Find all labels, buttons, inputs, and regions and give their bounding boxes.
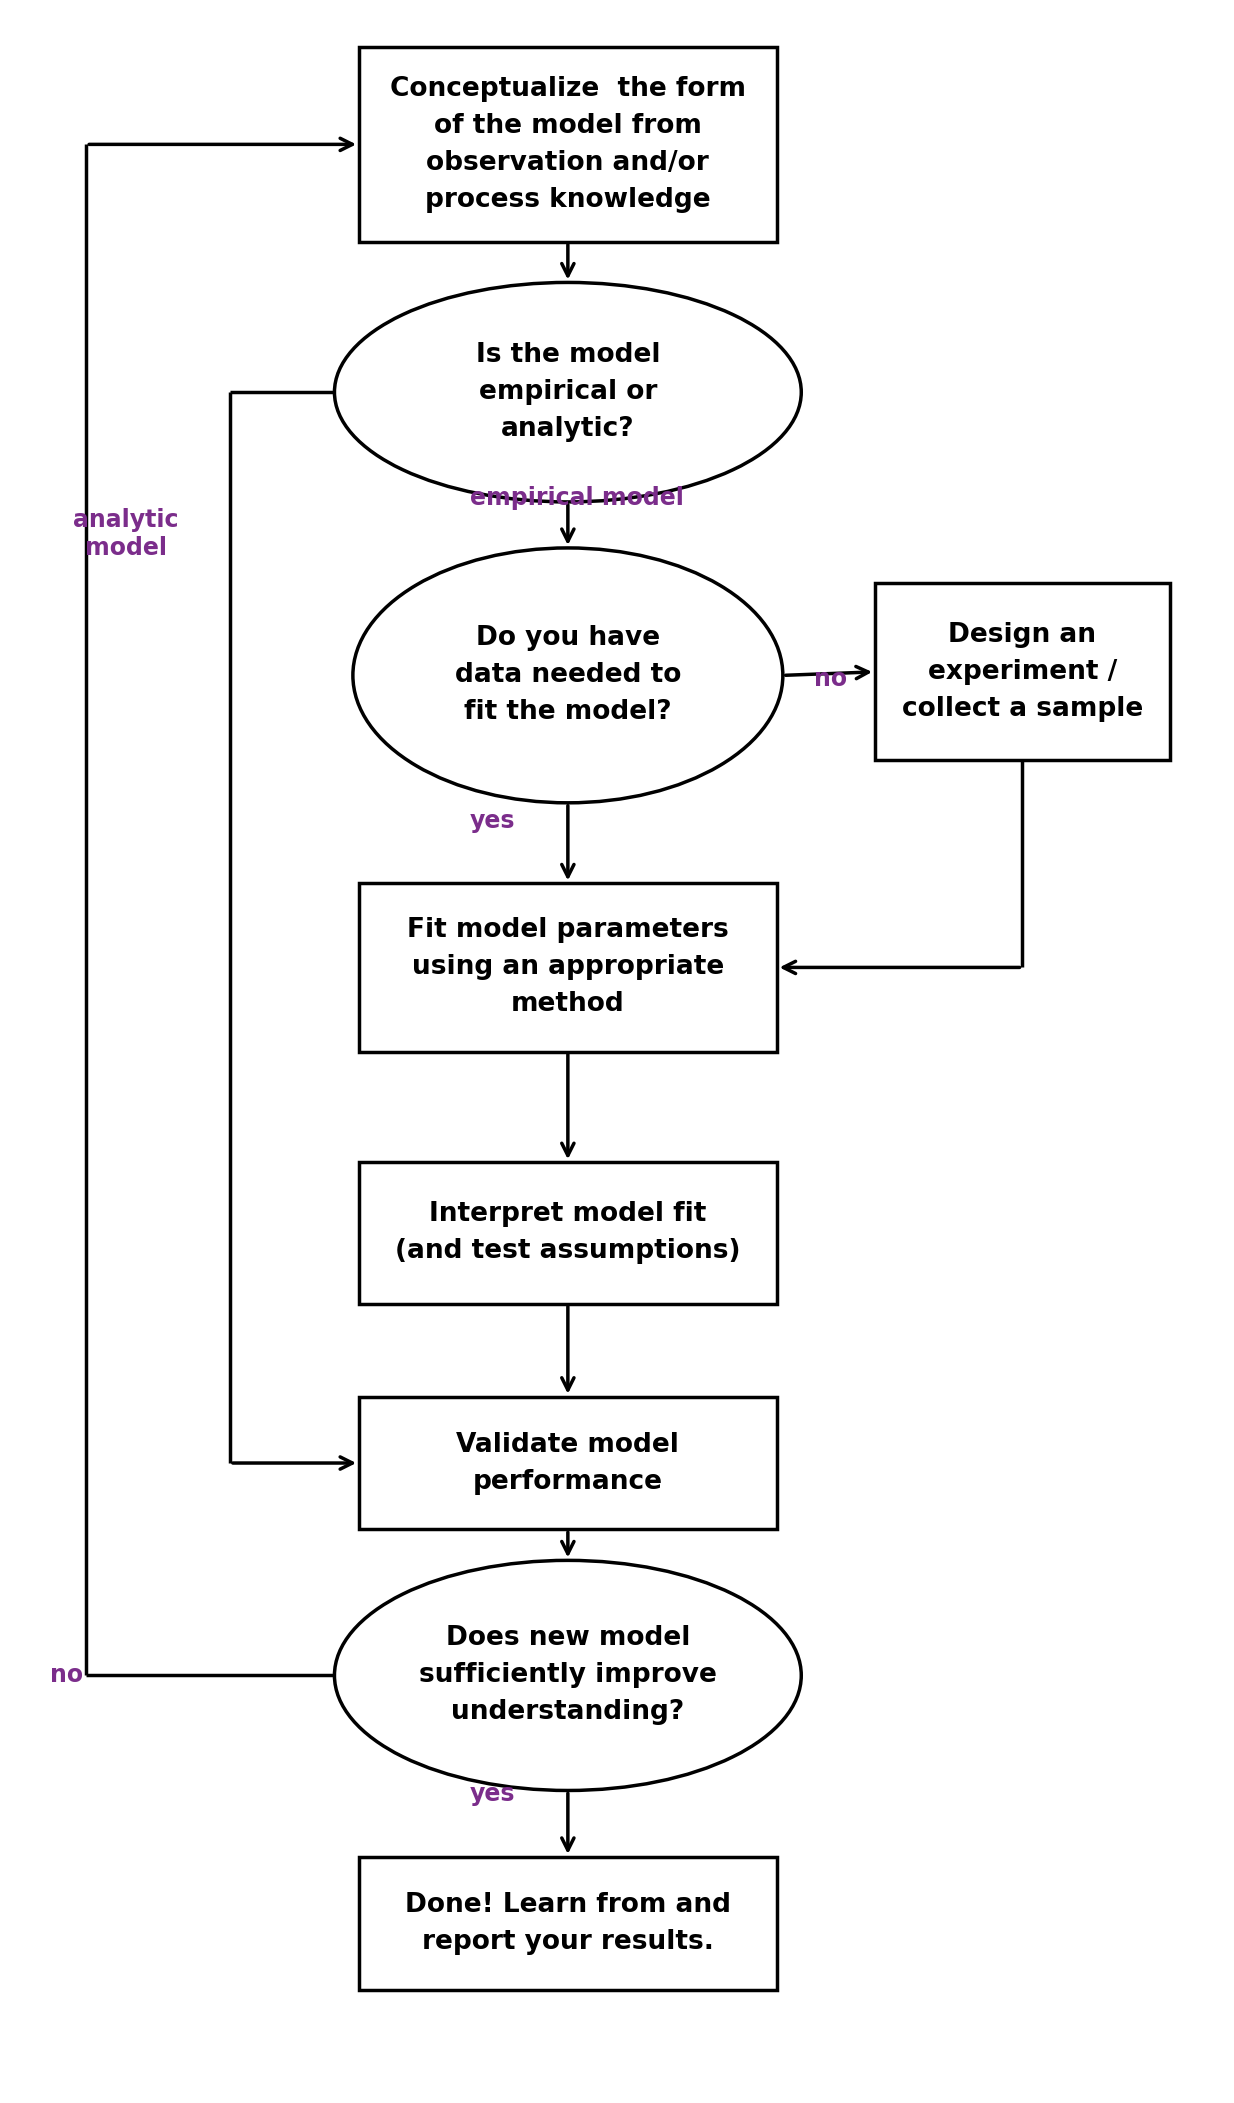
Text: Does new model
sufficiently improve
understanding?: Does new model sufficiently improve unde… (418, 1626, 717, 1724)
Text: Design an
experiment /
collect a sample: Design an experiment / collect a sample (902, 622, 1143, 721)
Text: Fit model parameters
using an appropriate
method: Fit model parameters using an appropriat… (407, 917, 729, 1018)
Text: Done! Learn from and
report your results.: Done! Learn from and report your results… (405, 1893, 731, 1954)
Text: no: no (813, 667, 847, 692)
Text: Do you have
data needed to
fit the model?: Do you have data needed to fit the model… (454, 625, 681, 726)
FancyBboxPatch shape (359, 1163, 776, 1304)
FancyBboxPatch shape (359, 883, 776, 1052)
Text: no: no (51, 1663, 83, 1687)
Ellipse shape (353, 549, 782, 803)
Ellipse shape (334, 1560, 801, 1790)
FancyBboxPatch shape (359, 46, 776, 242)
Text: analytic
model: analytic model (73, 509, 179, 559)
Text: yes: yes (470, 808, 515, 833)
Text: Validate model
performance: Validate model performance (457, 1432, 679, 1495)
FancyBboxPatch shape (359, 1396, 776, 1529)
Text: Conceptualize  the form
of the model from
observation and/or
process knowledge: Conceptualize the form of the model from… (390, 76, 745, 212)
Text: Interpret model fit
(and test assumptions): Interpret model fit (and test assumption… (395, 1201, 740, 1264)
FancyBboxPatch shape (359, 1857, 776, 1989)
Text: yes: yes (470, 1781, 515, 1806)
Text: Is the model
empirical or
analytic?: Is the model empirical or analytic? (475, 343, 660, 442)
Text: empirical model: empirical model (470, 486, 684, 511)
Ellipse shape (334, 282, 801, 503)
FancyBboxPatch shape (875, 583, 1170, 761)
